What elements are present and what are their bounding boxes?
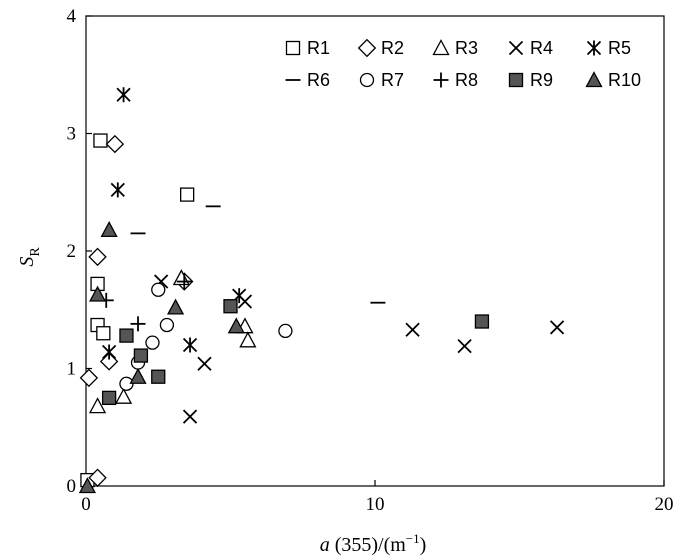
series-r10 <box>78 220 245 494</box>
data-point-r10 <box>88 285 107 302</box>
legend-item-r6: R6 <box>285 70 330 90</box>
data-point-r7 <box>151 282 166 297</box>
legend-marker-r2 <box>357 38 377 58</box>
data-point-r4 <box>457 339 472 354</box>
legend-item-r3: R3 <box>432 38 478 58</box>
x-axis-label-sup: −1 <box>406 531 420 546</box>
data-point-r10 <box>167 298 185 315</box>
y-tick-label: 3 <box>67 124 77 145</box>
y-axis-label-main: S <box>16 257 38 267</box>
legend-label: R6 <box>307 70 330 90</box>
legend-marker-r4 <box>508 40 524 56</box>
plot-frame <box>85 15 665 487</box>
legend-marker-r8 <box>433 72 449 88</box>
x-tick-label: 0 <box>81 494 91 515</box>
y-axis-label: SR <box>16 247 43 267</box>
data-point-r10 <box>227 317 245 334</box>
legend-label: R2 <box>381 38 404 58</box>
data-point-r1 <box>93 133 108 148</box>
data-point-r3 <box>88 397 107 414</box>
data-point-r2 <box>88 247 107 267</box>
legend-label: R9 <box>530 70 553 90</box>
data-point-r10 <box>78 477 97 494</box>
x-axis-label-text: (355)/(m <box>330 534 407 556</box>
data-point-r5 <box>110 182 125 198</box>
plot-area-border <box>85 15 665 487</box>
series-r9 <box>101 299 490 406</box>
data-point-r2 <box>79 368 99 388</box>
x-tick-label: 20 <box>655 494 674 515</box>
data-point-r1 <box>179 187 195 202</box>
series-r1 <box>80 133 195 488</box>
legend-item-r4: R4 <box>508 38 553 58</box>
legend-marker-r3 <box>432 39 450 56</box>
data-point-r2 <box>105 134 125 154</box>
legend-marker-r9 <box>508 72 524 88</box>
data-point-r9 <box>151 369 166 384</box>
data-point-r9 <box>133 348 149 363</box>
data-point-r5 <box>101 344 117 360</box>
data-point-r3 <box>239 331 257 348</box>
legend-item-r9: R9 <box>508 70 553 90</box>
data-point-r1 <box>96 326 111 341</box>
series-r5 <box>101 87 247 360</box>
data-point-r7 <box>278 323 293 339</box>
data-point-r8 <box>176 274 192 290</box>
legend-label: R3 <box>455 38 478 58</box>
y-axis-label-sub: R <box>28 247 43 257</box>
axes: 0 1 2 3 4 0 10 20 <box>67 6 674 515</box>
legend-item-r7: R7 <box>359 70 404 90</box>
legend-label: R1 <box>307 38 330 58</box>
x-axis-label-italic: a <box>320 534 330 556</box>
x-tick-label: 10 <box>366 494 385 515</box>
series-r7 <box>119 282 293 391</box>
legend: R1 R2 R3 R4 R5 R6 R7 R8 R9 R10 <box>285 38 641 90</box>
legend-label: R5 <box>608 38 631 58</box>
data-point-r8 <box>130 316 146 332</box>
data-point-r5 <box>182 337 198 353</box>
data-point-r3 <box>114 387 133 404</box>
y-tick-label: 1 <box>67 359 77 380</box>
x-axis-label-close: ) <box>420 534 427 556</box>
data-points <box>78 87 565 494</box>
data-point-r4 <box>182 409 198 424</box>
y-tick-label: 0 <box>67 476 77 497</box>
series-r6 <box>130 205 386 304</box>
legend-item-r10: R10 <box>585 70 641 90</box>
legend-marker-r5 <box>586 40 602 56</box>
legend-marker-r7 <box>359 72 375 88</box>
data-point-r7 <box>159 317 175 333</box>
data-point-r9 <box>101 390 117 406</box>
data-point-r4 <box>197 356 212 371</box>
legend-item-r1: R1 <box>285 38 330 58</box>
series-r4 <box>154 274 565 424</box>
legend-label: R7 <box>381 70 404 90</box>
data-point-r7 <box>145 335 160 350</box>
data-point-r4 <box>405 322 420 337</box>
legend-label: R4 <box>530 38 553 58</box>
data-point-r9 <box>474 314 490 329</box>
data-point-r10 <box>100 220 118 238</box>
data-point-r9 <box>223 299 238 314</box>
data-point-r2 <box>88 468 107 487</box>
legend-label: R10 <box>608 70 641 90</box>
data-point-r10 <box>129 367 147 384</box>
legend-item-r5: R5 <box>586 38 631 58</box>
legend-marker-r10 <box>585 71 603 88</box>
data-point-r9 <box>119 328 134 343</box>
data-point-r5 <box>116 87 131 103</box>
y-tick-label: 2 <box>67 241 77 262</box>
data-point-r4 <box>549 320 565 335</box>
legend-marker-r1 <box>285 40 301 56</box>
legend-label: R8 <box>455 70 478 90</box>
legend-item-r2: R2 <box>357 38 404 58</box>
x-axis-label: a (355)/(m−1) <box>320 531 427 556</box>
legend-item-r8: R8 <box>433 70 478 90</box>
y-tick-label: 4 <box>67 6 77 27</box>
